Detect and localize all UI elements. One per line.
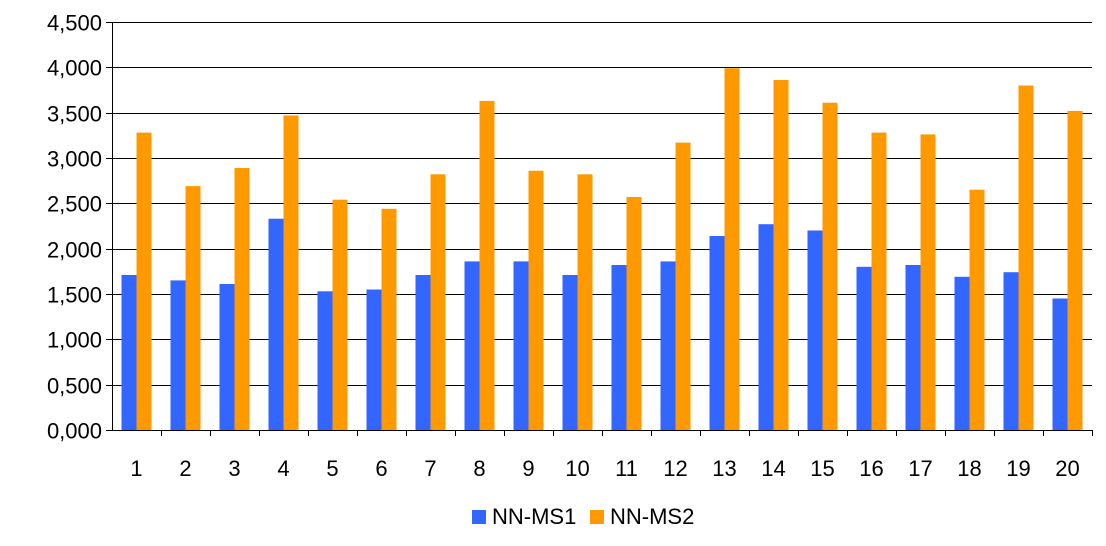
x-tick-label: 7 bbox=[424, 456, 436, 481]
bar-nn-ms1-13 bbox=[709, 236, 725, 430]
bar-nn-ms1-10 bbox=[562, 275, 578, 430]
bar-nn-ms1-20 bbox=[1052, 298, 1068, 430]
bar-nn-ms1-2 bbox=[170, 280, 186, 430]
bar-nn-ms2-2 bbox=[185, 186, 201, 430]
bar-nn-ms1-8 bbox=[464, 261, 480, 430]
legend-label: NN-MS2 bbox=[610, 504, 694, 529]
legend-swatch-nn-ms1 bbox=[472, 510, 486, 524]
bar-nn-ms2-18 bbox=[969, 189, 985, 430]
bar-nn-ms1-17 bbox=[905, 265, 921, 430]
bar-nn-ms2-7 bbox=[430, 174, 446, 430]
bar-nn-ms2-13 bbox=[724, 68, 740, 430]
x-tick-label: 5 bbox=[326, 456, 338, 481]
axes bbox=[106, 22, 1093, 436]
y-tick-label: 2,500 bbox=[47, 192, 102, 217]
x-tick-labels: 1 2 3 4 5 6 7 8 9 10 11 12 13 14 15 16 17 18 19 20 bbox=[130, 456, 1079, 481]
bar-nn-ms1-11 bbox=[611, 265, 627, 430]
bar-nn-ms1-7 bbox=[415, 275, 431, 430]
bar-nn-ms1-4 bbox=[268, 218, 284, 430]
x-tick-label: 1 bbox=[130, 456, 142, 481]
x-tick-label: 15 bbox=[810, 456, 834, 481]
bar-nn-ms2-16 bbox=[871, 132, 887, 430]
x-tick-label: 10 bbox=[565, 456, 589, 481]
x-tick-label: 3 bbox=[228, 456, 240, 481]
bar-nn-ms1-12 bbox=[660, 261, 676, 430]
y-tick-label: 0,500 bbox=[47, 374, 102, 399]
legend: NN-MS1 NN-MS2 bbox=[472, 504, 694, 529]
bar-nn-ms1-15 bbox=[807, 230, 823, 430]
y-tick-label: 1,500 bbox=[47, 283, 102, 308]
y-tick-label: 2,000 bbox=[47, 238, 102, 263]
bar-nn-ms2-17 bbox=[920, 134, 936, 430]
y-tick-label: 3,000 bbox=[47, 147, 102, 172]
x-tick-label: 4 bbox=[277, 456, 289, 481]
bar-nn-ms2-15 bbox=[822, 102, 838, 430]
x-tick-label: 12 bbox=[663, 456, 687, 481]
x-tick-label: 16 bbox=[859, 456, 883, 481]
bar-nn-ms1-18 bbox=[954, 276, 970, 430]
bar-nn-ms2-3 bbox=[234, 168, 250, 430]
x-tick-label: 19 bbox=[1006, 456, 1030, 481]
bar-nn-ms2-6 bbox=[381, 208, 397, 430]
bar-nn-ms2-8 bbox=[479, 100, 495, 431]
x-tick-label: 20 bbox=[1055, 456, 1079, 481]
bar-nn-ms2-5 bbox=[332, 199, 348, 430]
x-tick-label: 14 bbox=[761, 456, 785, 481]
y-tick-label: 4,000 bbox=[47, 56, 102, 81]
y-tick-label: 3,500 bbox=[47, 102, 102, 127]
bar-nn-ms1-16 bbox=[856, 266, 872, 430]
x-tick-label: 13 bbox=[712, 456, 736, 481]
y-tick-labels: 0,000 0,500 1,000 1,500 2,000 2,500 3,000 3,500… bbox=[47, 11, 102, 444]
bar-nn-ms1-9 bbox=[513, 261, 529, 430]
bar-nn-ms2-9 bbox=[528, 170, 544, 430]
bar-nn-ms1-14 bbox=[758, 224, 774, 430]
bar-nn-ms1-5 bbox=[317, 291, 333, 430]
bar-nn-ms2-1 bbox=[136, 132, 152, 430]
x-tick-label: 2 bbox=[179, 456, 191, 481]
bars bbox=[121, 68, 1083, 431]
bar-nn-ms2-4 bbox=[283, 115, 299, 431]
x-tick-label: 6 bbox=[375, 456, 387, 481]
bar-nn-ms2-11 bbox=[626, 197, 642, 430]
gridlines bbox=[112, 22, 1092, 386]
bar-nn-ms2-19 bbox=[1018, 85, 1034, 430]
bar-nn-ms2-10 bbox=[577, 174, 593, 430]
x-tick-label: 8 bbox=[473, 456, 485, 481]
x-tick-label: 18 bbox=[957, 456, 981, 481]
bar-nn-ms1-19 bbox=[1003, 272, 1019, 430]
y-tick-label: 0,000 bbox=[47, 419, 102, 444]
y-tick-label: 4,500 bbox=[47, 11, 102, 36]
legend-swatch-nn-ms2 bbox=[590, 510, 604, 524]
y-tick-label: 1,000 bbox=[47, 328, 102, 353]
bar-nn-ms1-6 bbox=[366, 289, 382, 430]
legend-label: NN-MS1 bbox=[492, 504, 576, 529]
x-tick-label: 17 bbox=[908, 456, 932, 481]
x-tick-label: 11 bbox=[615, 456, 638, 481]
bar-nn-ms1-1 bbox=[121, 275, 137, 430]
bar-nn-ms1-3 bbox=[219, 284, 235, 430]
bar-nn-ms2-20 bbox=[1067, 110, 1083, 431]
bar-nn-ms2-12 bbox=[675, 142, 691, 430]
x-tick-label: 9 bbox=[522, 456, 534, 481]
bar-nn-ms2-14 bbox=[773, 80, 789, 430]
